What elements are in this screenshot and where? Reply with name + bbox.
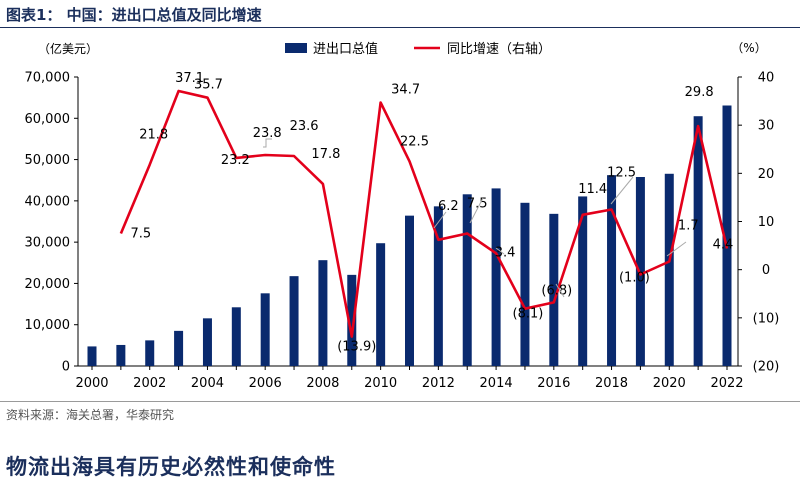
- x-tick-label: 2000: [75, 376, 108, 391]
- data-labels: 7.5 21.8 37.135.7 23.223.8 23.6 17.8 (13.9) 34.…: [131, 71, 734, 355]
- bar: [289, 276, 299, 366]
- x-tick-label: 2012: [422, 376, 455, 391]
- data-label: 23.2: [221, 153, 250, 168]
- right-tick-label: 10: [758, 215, 775, 230]
- data-label: (8.1): [513, 307, 544, 322]
- data-label: 22.5: [400, 134, 429, 149]
- section-heading: 物流出海具有历史必然性和使命性: [6, 455, 336, 479]
- data-label: 23.6: [290, 119, 319, 134]
- source-divider: [0, 401, 800, 402]
- data-label: 29.8: [685, 85, 714, 100]
- bar: [462, 194, 472, 366]
- bar: [347, 274, 357, 366]
- x-tick-label: 2022: [710, 376, 743, 391]
- bar: [549, 213, 559, 366]
- bar: [116, 344, 126, 366]
- bar: [231, 307, 241, 366]
- title-divider: [0, 27, 800, 28]
- left-tick-label: 10,000: [25, 318, 71, 333]
- label-leader-line: [555, 283, 565, 298]
- line-series: [119, 89, 729, 338]
- x-tick-label: 2020: [653, 376, 686, 391]
- growth-line: [119, 89, 729, 338]
- legend-label-line: 同比增速（右轴）: [447, 42, 551, 57]
- left-tick-label: 70,000: [25, 71, 71, 86]
- left-tick-label: 40,000: [25, 194, 71, 209]
- data-label: 37.1: [175, 71, 204, 86]
- figure-title: 图表1： 中国：进出口总值及同比增速: [6, 6, 262, 24]
- x-tick-label: 2002: [133, 376, 166, 391]
- data-label: 11.4: [578, 182, 607, 197]
- data-label: 17.8: [311, 147, 340, 162]
- right-tick-label: 0: [762, 263, 770, 278]
- label-leader-line: [610, 176, 634, 205]
- x-tick-label: 2008: [306, 376, 339, 391]
- right-tick-label: 30: [758, 119, 775, 134]
- x-tick-label: 2004: [191, 376, 224, 391]
- legend-swatch-bar: [285, 43, 307, 53]
- left-tick-label: 60,000: [25, 112, 71, 127]
- source-note: 资料来源：海关总署，华泰研究: [6, 408, 175, 422]
- axes: 0 10,000 20,000 30,000 40,000 50,000 60,000 70,…: [25, 41, 780, 391]
- data-label: 23.8: [253, 126, 282, 141]
- x-tick-label: 2010: [364, 376, 397, 391]
- bar: [376, 243, 386, 366]
- trade-chart: 0 10,000 20,000 30,000 40,000 50,000 60,000 70,…: [25, 41, 780, 391]
- legend-label-bar: 进出口总值: [313, 41, 378, 57]
- x-tick-label: 2018: [595, 376, 628, 391]
- bar: [405, 215, 414, 366]
- data-label: 12.5: [607, 165, 636, 180]
- data-label: 4.4: [713, 237, 734, 252]
- right-tick-label: (20): [753, 360, 780, 375]
- bar: [145, 340, 155, 366]
- left-axis-unit: （亿美元）: [38, 41, 98, 56]
- data-label: 34.7: [391, 83, 420, 98]
- right-axis-unit: （%）: [731, 41, 766, 55]
- bar: [174, 330, 184, 366]
- data-label: 1.7: [678, 218, 699, 233]
- bar: [693, 116, 703, 367]
- left-tick-label: 50,000: [25, 153, 71, 168]
- label-leader-line: [469, 197, 484, 224]
- data-label: (1.0): [619, 270, 650, 285]
- label-leader-line: [263, 138, 272, 148]
- left-tick-label: 20,000: [25, 277, 71, 292]
- bar: [491, 188, 501, 366]
- bar: [202, 318, 212, 366]
- data-label: 21.8: [139, 128, 168, 143]
- x-tick-label: 2016: [537, 376, 570, 391]
- label-leader-line: [495, 247, 505, 255]
- left-tick-label: 0: [62, 360, 70, 375]
- right-tick-label: 20: [758, 167, 775, 182]
- data-label: (6.8): [541, 283, 572, 298]
- label-leader-line: [433, 211, 447, 229]
- bar: [318, 260, 328, 366]
- x-tick-label: 2006: [249, 376, 282, 391]
- label-leader-line: [666, 241, 687, 257]
- bar: [433, 206, 443, 366]
- data-label: 7.5: [467, 197, 488, 212]
- bar: [607, 175, 617, 366]
- data-label: (13.9): [337, 340, 376, 355]
- bar: [260, 293, 270, 366]
- bar: [578, 196, 588, 366]
- bar: [664, 173, 674, 366]
- bar: [87, 346, 97, 366]
- bar: [722, 105, 732, 366]
- bar: [520, 202, 530, 366]
- right-tick-label: (10): [753, 311, 780, 326]
- data-label: 35.7: [194, 78, 223, 93]
- left-tick-label: 30,000: [25, 236, 71, 251]
- right-tick-label: 40: [758, 71, 775, 86]
- data-label: 6.2: [438, 199, 459, 214]
- data-label: 3.4: [495, 245, 516, 260]
- x-tick-label: 2014: [480, 376, 513, 391]
- legend: 进出口总值 同比增速（右轴）: [285, 41, 551, 57]
- data-label: 7.5: [131, 227, 152, 242]
